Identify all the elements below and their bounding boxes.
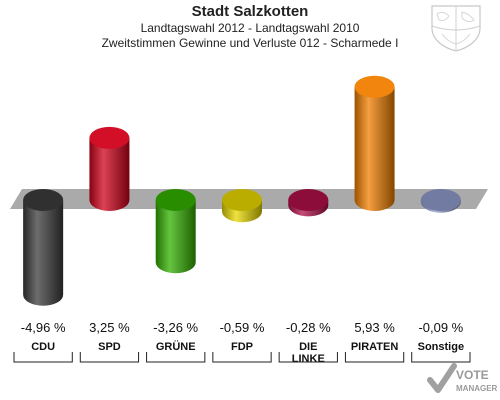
- bar-cap: [288, 189, 329, 211]
- bar-piraten: [354, 86, 395, 211]
- value-label: -0,59 %: [220, 320, 265, 335]
- bar-cap: [155, 189, 196, 211]
- chart-titles: Stadt Salzkotten Landtagswahl 2012 - Lan…: [0, 2, 500, 51]
- category-bracket: [212, 352, 272, 363]
- bar-cap: [222, 189, 262, 211]
- category-label: DIE: [299, 341, 317, 353]
- category-label: PIRATEN: [351, 341, 399, 353]
- chart-subtitle-2: Zweitstimmen Gewinne und Verluste 012 - …: [101, 36, 399, 50]
- category-bracket: [344, 352, 405, 363]
- check-icon: [427, 363, 457, 393]
- category-bracket: [79, 352, 140, 363]
- value-label: -4,96 %: [21, 320, 66, 335]
- value-label: -3,26 %: [153, 320, 198, 335]
- category-label: CDU: [31, 341, 55, 353]
- category-bracket: [13, 352, 73, 363]
- bar-cap: [23, 189, 64, 211]
- category-label: FDP: [231, 341, 253, 353]
- votemanager-logo: VOTE MANAGER: [427, 363, 498, 393]
- category-bracket: [278, 352, 338, 363]
- category-label: GRÜNE: [156, 340, 196, 353]
- bar-cdu: [23, 200, 64, 306]
- category-label: LINKE: [292, 353, 325, 365]
- bar-cap: [89, 126, 130, 149]
- bar-cap: [354, 75, 395, 98]
- bar-spd: [89, 137, 130, 211]
- crest-icon: [431, 5, 481, 52]
- bar-grüne: [155, 200, 196, 274]
- category-bracket: [146, 352, 206, 363]
- category-label: SPD: [98, 341, 121, 353]
- value-label: -0,28 %: [286, 320, 331, 335]
- value-label: 3,25 %: [89, 320, 130, 335]
- logo-text-vote: VOTE: [456, 368, 489, 382]
- logo-text-manager: MANAGER: [456, 384, 498, 393]
- chart-subtitle: Landtagswahl 2012 - Landtagswahl 2010: [140, 21, 360, 35]
- category-bracket: [411, 352, 471, 363]
- bar-cap: [420, 189, 461, 211]
- category-label: Sonstige: [418, 341, 464, 353]
- value-label: -0,09 %: [418, 320, 463, 335]
- value-label: 5,93 %: [354, 320, 395, 335]
- chart-title: Stadt Salzkotten: [191, 3, 309, 20]
